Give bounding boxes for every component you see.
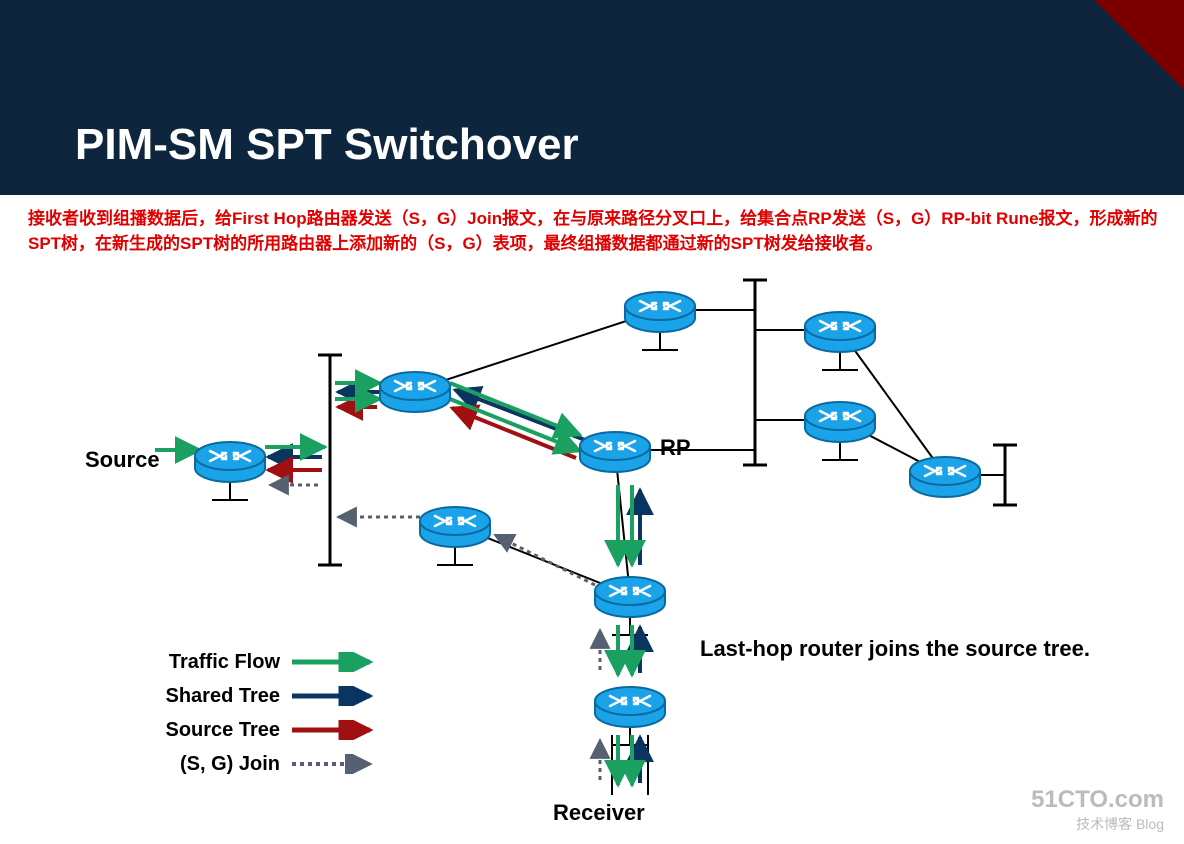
arrow-icon bbox=[290, 686, 380, 706]
arrow-icon bbox=[290, 720, 380, 740]
slide-title: PIM-SM SPT Switchover bbox=[75, 120, 579, 170]
slide-header: PIM-SM SPT Switchover bbox=[0, 0, 1184, 195]
legend-traffic-flow: Traffic Flow bbox=[140, 645, 380, 679]
legend-label: Traffic Flow bbox=[140, 651, 290, 674]
watermark-site: 51CTO.com bbox=[1031, 786, 1164, 814]
legend-source-tree: Source Tree bbox=[140, 713, 380, 747]
caption-label: Last-hop router joins the source tree. bbox=[700, 635, 1100, 664]
legend-label: (S, G) Join bbox=[140, 753, 290, 776]
receiver-label: Receiver bbox=[553, 800, 645, 826]
legend-label: Shared Tree bbox=[140, 685, 290, 708]
source-label: Source bbox=[85, 447, 160, 473]
rp-label: RP bbox=[660, 435, 691, 461]
watermark-sub: 技术博客 Blog bbox=[1031, 814, 1164, 834]
legend-label: Source Tree bbox=[140, 719, 290, 742]
corner-triangle bbox=[1094, 0, 1184, 90]
arrow-icon bbox=[290, 754, 380, 774]
watermark: 51CTO.com 技术博客 Blog bbox=[1031, 786, 1164, 834]
legend-sg-join: (S, G) Join bbox=[140, 747, 380, 781]
slide-body: 接收者收到组播数据后，给First Hop路由器发送（S，G）Join报文，在与… bbox=[0, 195, 1184, 844]
arrow-icon bbox=[290, 652, 380, 672]
legend: Traffic Flow Shared Tree Source Tree (S,… bbox=[140, 645, 380, 781]
legend-shared-tree: Shared Tree bbox=[140, 679, 380, 713]
